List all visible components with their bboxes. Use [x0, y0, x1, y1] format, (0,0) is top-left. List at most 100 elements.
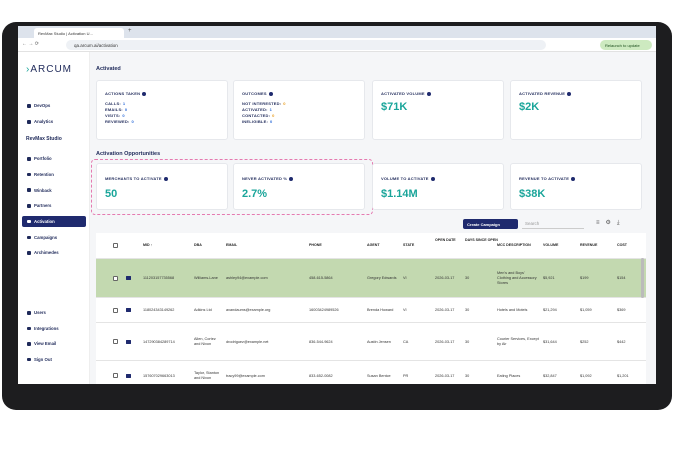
nav-item[interactable]: Retention — [22, 169, 86, 180]
tab-bar — [18, 26, 656, 38]
email-icon[interactable] — [126, 276, 131, 280]
sidebar: ›ARCUM RevMax Studio DevOps Analytics Port… — [18, 52, 90, 384]
table-cell: 833-652-0082 — [309, 361, 363, 384]
stat-line: INELIGIBLE: 0 — [242, 119, 272, 124]
nav-item[interactable]: Integrations — [22, 323, 86, 334]
nav-icon — [27, 157, 31, 161]
column-header[interactable]: MCC DESCRIPTION — [497, 243, 531, 247]
cell-text: Allen, Cortez and Nixon — [194, 337, 216, 346]
column-header[interactable]: STATE — [403, 243, 415, 247]
cell-text: Williams-Lane — [194, 276, 218, 280]
column-header[interactable]: EMAIL — [226, 243, 238, 247]
table-cell: CA — [403, 323, 431, 361]
cell-text: 30 — [465, 339, 470, 344]
info-icon — [571, 176, 576, 181]
cell-text: tracy99@example.com — [226, 373, 265, 378]
table-cell: 30 — [465, 323, 491, 361]
card-label: ACTIVATED REVENUE — [519, 91, 572, 96]
opportunity-card: REVENUE TO ACTIVATE $38K — [510, 163, 642, 210]
page-heading: Activated — [96, 66, 121, 72]
table-row[interactable]: 111203157735568 Williams-Lane ashley94@exa… — [96, 258, 646, 297]
cell-text: 2026-03-17 — [435, 373, 455, 378]
nav-item[interactable]: Portfolio — [22, 153, 86, 164]
browser-tab[interactable]: RevMax Studio | Activation U... — [34, 28, 124, 38]
cell-text: Brenda Howard — [367, 308, 394, 312]
cell-text: ashley94@example.com — [226, 276, 268, 280]
toolbar-icons[interactable]: ≡⚙⤓ — [596, 220, 626, 226]
section-title: RevMax Studio — [26, 136, 62, 142]
nav-item[interactable]: Analytics — [22, 116, 86, 127]
cell-text: $1,059 — [580, 308, 592, 312]
column-header[interactable]: DAYS SINCE OPEN — [465, 238, 498, 242]
stat-line: CONTACTED: 0 — [242, 113, 275, 118]
nav-icon — [27, 235, 31, 239]
table-cell: $1,059 — [580, 298, 613, 323]
table-cell: Adkins Ltd — [194, 298, 222, 323]
create-campaign-button[interactable]: Create Campaign — [463, 219, 518, 229]
card-label: MERCHANTS TO ACTIVATE — [105, 176, 168, 181]
table-cell: $252 — [580, 323, 613, 361]
stat-label: ACTIVATED: — [242, 107, 268, 112]
nav-item[interactable]: DevOps — [22, 100, 86, 111]
search-input[interactable]: Search — [522, 219, 584, 229]
summary-card: ACTIVATED REVENUE $2K — [510, 80, 642, 140]
cell-text: $5,921 — [543, 276, 555, 280]
row-checkbox[interactable] — [113, 339, 118, 344]
table-row[interactable]: 157607029663013 Taylor, Stanton and Nixon… — [96, 360, 646, 384]
table-cell: 16003424989526 — [309, 298, 363, 323]
table-cell: Hotels and Motels — [497, 298, 539, 323]
new-tab[interactable]: + — [128, 28, 132, 34]
nav-item[interactable]: Sign Out — [22, 354, 86, 365]
nav-icon — [27, 326, 31, 330]
cell-text: Austin Jensen — [367, 339, 391, 344]
table-cell: Taylor, Stanton and Nixon — [194, 361, 222, 384]
stat-value: 0 — [124, 107, 128, 112]
nav-item[interactable]: View Email — [22, 338, 86, 349]
table-row[interactable]: 118024343149262 Adkins Ltd avandaums@examp… — [96, 297, 646, 322]
email-icon[interactable] — [126, 339, 131, 344]
email-icon[interactable] — [126, 373, 131, 378]
column-header[interactable]: VOLUME — [543, 243, 559, 247]
table-cell: $199 — [580, 259, 613, 298]
column-header[interactable]: PHONE — [309, 243, 322, 247]
nav-item[interactable]: Users — [22, 307, 86, 318]
row-checkbox[interactable] — [113, 307, 118, 313]
table-cell: 2026-03-17 — [435, 259, 461, 298]
cell-text: 16003424989526 — [309, 308, 339, 312]
row-checkbox[interactable] — [113, 373, 118, 378]
card-label: ACTIONS TAKEN — [105, 91, 147, 96]
table-cell: $32,847 — [543, 361, 576, 384]
column-header[interactable]: COST — [617, 243, 627, 247]
table-cell: $154 — [617, 259, 643, 298]
table-cell: $1,092 — [580, 361, 613, 384]
table-row[interactable]: 147290384289714 Allen, Cortez and Nixon dr… — [96, 322, 646, 360]
stat-label: REVIEWED: — [105, 119, 130, 124]
stat-line: REVIEWED: 0 — [105, 119, 134, 124]
nav-buttons[interactable]: ← → ⟳ — [22, 41, 39, 47]
nav-item[interactable]: Winback — [22, 184, 86, 195]
url-bar[interactable]: qa.arcum.ai/activation — [66, 40, 546, 50]
column-header[interactable]: REVENUE — [580, 243, 598, 247]
nav-icon — [27, 104, 31, 108]
nav-item[interactable]: Campaigns — [22, 232, 86, 243]
cell-text: Men's and Boys' Clothing and Accessory S… — [497, 271, 537, 285]
column-header[interactable]: MID ↑ — [143, 243, 153, 247]
table-cell: $5,921 — [543, 259, 576, 298]
table-cell: tracy99@example.com — [226, 361, 304, 384]
nav-item[interactable]: Archimedes — [22, 247, 86, 258]
nav-item[interactable]: Activation — [22, 215, 86, 227]
nav-icon — [27, 251, 31, 255]
column-header[interactable]: AGENT — [367, 243, 380, 247]
row-checkbox[interactable] — [113, 275, 118, 281]
column-header[interactable]: OPEN DATE — [435, 238, 456, 242]
table-cell: 30 — [465, 259, 491, 298]
relaunch-button[interactable]: Relaunch to update — [600, 40, 652, 50]
table-cell: $442 — [617, 323, 643, 361]
nav-item[interactable]: Partners — [22, 200, 86, 211]
cell-text: 118024343149262 — [143, 308, 175, 312]
table-cell: 30 — [465, 361, 491, 384]
column-header[interactable]: DBA — [194, 243, 202, 247]
email-icon[interactable] — [126, 308, 131, 312]
table-cell: Williams-Lane — [194, 259, 222, 298]
table-cell: 836-544-9624 — [309, 323, 363, 361]
